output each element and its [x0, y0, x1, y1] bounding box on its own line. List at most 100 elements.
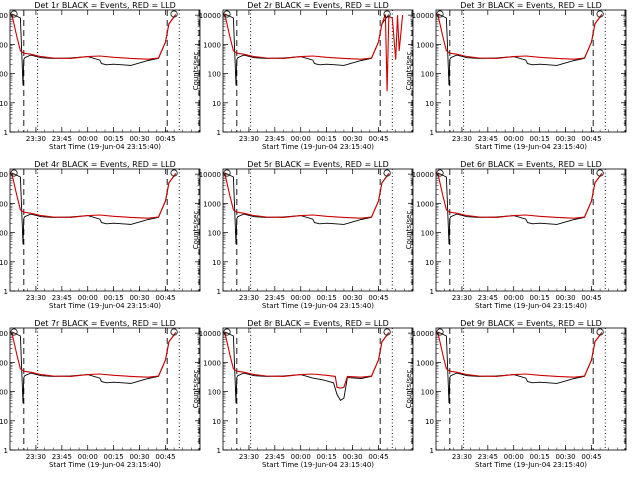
panel-title: Det 8r BLACK = Events, RED = LLD [247, 319, 389, 328]
x-axis-label: Start Time (19-Jun-04 23:15:40) [475, 461, 587, 469]
y-tick-label: 100 [208, 389, 221, 397]
x-tick-label: 00:15 [104, 135, 124, 143]
x-tick-label: 00:30 [555, 294, 575, 302]
y-tick-label: 10 [425, 418, 434, 426]
start-marker-circle [436, 328, 444, 336]
x-tick-label: 00:30 [555, 135, 575, 143]
start-marker-circle [223, 10, 231, 18]
panel-det-8: Det 8r BLACK = Events, RED = LLD 1 10 100 10… [192, 319, 414, 469]
series-line-lld [11, 331, 177, 378]
x-tick-label: 23:45 [478, 135, 498, 143]
x-tick-label: 00:45 [155, 294, 175, 302]
y-tick-label: 1000 [0, 41, 8, 49]
series-line-events [11, 13, 177, 86]
x-tick-label: 00:15 [317, 294, 337, 302]
y-tick-label: 10 [425, 100, 434, 108]
x-tick-label: 23:45 [52, 135, 72, 143]
x-tick-label: 23:45 [478, 294, 498, 302]
series-line-events [437, 331, 603, 404]
series-line-lld [224, 13, 404, 92]
start-marker-circle [436, 10, 444, 18]
y-tick-label: 100 [0, 389, 8, 397]
x-tick-label: 00:15 [317, 135, 337, 143]
x-tick-label: 00:30 [129, 294, 149, 302]
end-marker-circle [383, 328, 391, 336]
x-tick-label: 23:30 [239, 453, 259, 461]
y-tick-label: 1 [217, 447, 221, 455]
y-tick-label: 10000 [199, 330, 221, 338]
panel-title: Det 9r BLACK = Events, RED = LLD [460, 319, 602, 328]
plot-frame [9, 327, 201, 451]
y-tick-label: 10 [0, 100, 8, 108]
x-tick-label: 23:30 [452, 453, 472, 461]
series-line-lld [11, 13, 177, 60]
end-marker-circle [596, 169, 604, 177]
x-tick-label: 00:00 [78, 135, 98, 143]
x-tick-label: 23:45 [265, 135, 285, 143]
x-axis-label: Start Time (19-Jun-04 23:15:40) [262, 461, 374, 469]
y-tick-label: 10 [212, 100, 221, 108]
plot-frame [222, 168, 414, 292]
start-marker-circle [436, 169, 444, 177]
x-tick-label: 00:30 [342, 453, 362, 461]
end-marker-circle [383, 169, 391, 177]
panel-det-7: Det 7r BLACK = Events, RED = LLD 1 10 100 10… [0, 319, 201, 469]
x-tick-label: 00:15 [104, 453, 124, 461]
y-tick-label: 100 [421, 389, 434, 397]
plot-frame [222, 9, 414, 133]
y-tick-label: 100 [421, 230, 434, 238]
y-tick-label: 10000 [199, 12, 221, 20]
series-line-events [224, 13, 390, 86]
panel-det-3: Det 3r BLACK = Events, RED = LLD 1 10 100 10… [405, 1, 627, 151]
y-axis-label: Counts/sec [405, 52, 413, 91]
series-line-lld [224, 331, 390, 389]
y-tick-label: 10000 [199, 171, 221, 179]
x-tick-label: 23:30 [26, 453, 46, 461]
y-tick-label: 10 [212, 259, 221, 267]
start-marker-circle [10, 169, 18, 177]
y-tick-label: 10 [212, 418, 221, 426]
y-tick-label: 100 [208, 71, 221, 79]
x-axis-label: Start Time (19-Jun-04 23:15:40) [49, 143, 161, 151]
x-tick-label: 00:15 [530, 453, 550, 461]
y-tick-label: 1 [430, 288, 434, 296]
x-tick-label: 23:30 [452, 135, 472, 143]
panel-det-6: Det 6r BLACK = Events, RED = LLD 1 10 100 10… [405, 160, 627, 310]
y-tick-label: 10000 [0, 171, 8, 179]
x-tick-label: 23:30 [26, 135, 46, 143]
y-tick-label: 1 [4, 288, 8, 296]
plot-frame [435, 168, 627, 292]
x-tick-label: 00:15 [317, 453, 337, 461]
x-tick-label: 00:45 [368, 135, 388, 143]
x-tick-label: 00:00 [504, 294, 524, 302]
y-tick-label: 10000 [412, 330, 434, 338]
x-tick-label: 00:15 [104, 294, 124, 302]
x-tick-label: 00:45 [155, 453, 175, 461]
panel-title: Det 2r BLACK = Events, RED = LLD [247, 1, 389, 10]
end-marker-circle [596, 328, 604, 336]
y-tick-label: 10 [425, 259, 434, 267]
panel-title: Det 4r BLACK = Events, RED = LLD [34, 160, 176, 169]
y-tick-label: 1 [217, 129, 221, 137]
y-axis-label: Counts/sec [192, 211, 200, 250]
y-tick-label: 10 [0, 259, 8, 267]
x-tick-label: 23:30 [26, 294, 46, 302]
x-tick-label: 00:45 [581, 294, 601, 302]
y-tick-label: 10000 [0, 330, 8, 338]
series-line-events [11, 331, 177, 404]
panel-title: Det 5r BLACK = Events, RED = LLD [247, 160, 389, 169]
x-tick-label: 00:00 [78, 294, 98, 302]
x-axis-label: Start Time (19-Jun-04 23:15:40) [262, 302, 374, 310]
series-line-lld [437, 331, 603, 378]
y-tick-label: 100 [0, 71, 8, 79]
start-marker-circle [10, 10, 18, 18]
x-tick-label: 00:45 [368, 453, 388, 461]
x-tick-label: 23:45 [52, 294, 72, 302]
series-line-lld [224, 172, 390, 219]
y-tick-label: 1000 [416, 359, 434, 367]
x-tick-label: 00:30 [342, 294, 362, 302]
y-tick-label: 1000 [416, 200, 434, 208]
x-tick-label: 00:45 [581, 453, 601, 461]
